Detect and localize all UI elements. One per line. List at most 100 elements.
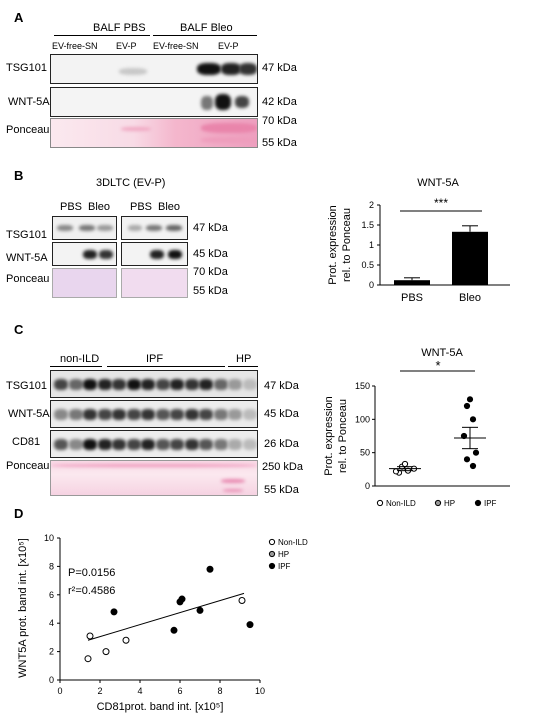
chart-b-ytick-label: 1 xyxy=(369,240,374,250)
chart-c-ytick-label: 150 xyxy=(355,381,370,391)
panel-c-wnt5a-blot xyxy=(50,400,258,428)
panel-d-correlation-plot: 0 2 4 6 8 10 0 2 4 6 8 10 CD81prot. band int. [x10⁵]… xyxy=(17,533,308,713)
chart-d-point xyxy=(86,632,94,640)
panel-c-group2: IPF xyxy=(146,353,164,365)
chart-d-point xyxy=(110,608,118,616)
chart-d-ylabel: WNT5A prot. band int. [x10⁵] xyxy=(17,538,29,678)
panel-b-tsg101-blot-right xyxy=(121,216,188,240)
chart-c-legend-label: IPF xyxy=(484,499,497,508)
panel-b-bar-chart: WNT-5A Prot. expression rel. to Ponceau 0 0.… xyxy=(327,177,510,304)
chart-d-legend-marker xyxy=(268,538,276,546)
chart-d-legend-label: Non-ILD xyxy=(278,538,308,547)
chart-b-bar xyxy=(394,280,430,285)
panel-b-ponceau-blot-left xyxy=(52,268,117,298)
panel-b-title: 3DLTC (EV-P) xyxy=(96,177,166,189)
panel-b-mw1: 47 kDa xyxy=(193,222,228,234)
chart-b-bar xyxy=(452,231,488,285)
chart-b-ytick-label: 1.5 xyxy=(361,220,374,230)
chart-d-legend-label: IPF xyxy=(278,562,291,571)
chart-c-point xyxy=(469,416,477,423)
panel-c-group2-line xyxy=(107,366,225,367)
panel-d-letter: D xyxy=(14,506,24,521)
chart-d-xtick-label: 4 xyxy=(137,686,142,696)
chart-b-ylabel-line2: rel. to Ponceau xyxy=(341,208,353,282)
chart-c-ytick-label: 100 xyxy=(355,414,370,424)
panel-a-sub1: EV-free-SN xyxy=(52,41,98,51)
panel-b-lane3: PBS xyxy=(130,201,153,213)
chart-c-ylabel-line2: rel. to Ponceau xyxy=(337,399,349,473)
chart-c-ytick-label: 0 xyxy=(365,481,370,491)
panel-b-row2-label: WNT-5A xyxy=(6,252,48,264)
chart-d-ytick-label: 8 xyxy=(49,561,54,571)
chart-d-legend-marker xyxy=(268,562,276,570)
panel-c-tsg101-blot xyxy=(50,370,258,398)
chart-d-legend-marker xyxy=(268,550,276,558)
panel-b-ponceau-blot-right xyxy=(121,268,188,298)
chart-d-xtick-label: 8 xyxy=(217,686,222,696)
panel-b-mw2: 45 kDa xyxy=(193,248,228,260)
chart-c-legend-marker xyxy=(434,499,442,507)
chart-d-point xyxy=(246,621,254,629)
chart-d-xtick-label: 6 xyxy=(177,686,182,696)
chart-c-legend-label: Non-ILD xyxy=(386,499,416,508)
panel-b-letter: B xyxy=(14,168,24,183)
panel-b-mw3a: 70 kDa xyxy=(193,266,228,278)
panel-c-mw4b: 55 kDa xyxy=(264,484,299,496)
panel-a-mw3b: 55 kDa xyxy=(262,137,297,149)
chart-c-significance: * xyxy=(435,358,440,373)
chart-c-legend-marker xyxy=(376,499,384,507)
panel-b-mw3b: 55 kDa xyxy=(193,285,228,297)
chart-d-fit-line xyxy=(87,592,245,641)
panel-a-row2-label: WNT-5A xyxy=(8,96,50,108)
panel-c-group1: non-ILD xyxy=(60,353,100,365)
chart-c-point xyxy=(460,432,468,440)
panel-b-lane4: Bleo xyxy=(158,201,181,213)
panel-b-lane1: PBS xyxy=(60,201,83,213)
chart-d-point xyxy=(196,606,204,614)
chart-b-category-label: PBS xyxy=(401,292,423,304)
panel-c-row1-label: TSG101 xyxy=(6,380,47,392)
panel-c-mw3: 26 kDa xyxy=(264,438,299,450)
panel-c-group1-line xyxy=(50,366,102,367)
panel-b-wnt5a-blot-right xyxy=(121,242,188,266)
chart-d-point xyxy=(178,595,186,603)
panel-c-mw2: 45 kDa xyxy=(264,408,299,420)
panel-c-row3-label: CD81 xyxy=(12,436,41,448)
panel-a-mw3a: 70 kDa xyxy=(262,115,297,127)
panel-c-cd81-blot xyxy=(50,430,258,458)
panel-a-ponceau-blot xyxy=(50,118,258,148)
chart-d-ytick-label: 0 xyxy=(49,675,54,685)
panel-c-ponceau-blot xyxy=(50,460,258,496)
chart-c-point xyxy=(469,462,477,470)
chart-d-legend-label: HP xyxy=(278,550,289,559)
panel-a-row3-label: Ponceau xyxy=(6,124,50,136)
chart-c-legend-marker xyxy=(474,499,482,507)
chart-d-ytick-label: 10 xyxy=(44,533,54,543)
chart-c-legend-label: HP xyxy=(444,499,455,508)
chart-c-ylabel-line1: Prot. expression xyxy=(323,396,335,475)
panel-a-sub2: EV-P xyxy=(116,41,137,51)
panel-c-row2-label: WNT-5A xyxy=(8,408,50,420)
panel-a-letter: A xyxy=(14,10,24,25)
panel-a-row1-label: TSG101 xyxy=(6,62,47,74)
chart-d-point xyxy=(84,655,92,663)
chart-d-p-value: P=0.0156 xyxy=(68,567,115,579)
panel-a-sub3: EV-free-SN xyxy=(153,41,199,51)
chart-d-xtick-label: 2 xyxy=(97,686,102,696)
chart-d-ytick-label: 6 xyxy=(49,590,54,600)
chart-b-ytick-label: 0 xyxy=(369,280,374,290)
chart-d-xtick-label: 0 xyxy=(57,686,62,696)
chart-d-point xyxy=(102,648,110,656)
chart-d-point xyxy=(206,565,214,573)
chart-c-point xyxy=(472,449,480,456)
chart-c-title: WNT-5A xyxy=(421,347,463,359)
panel-b-lane2: Bleo xyxy=(88,201,111,213)
chart-d-xtick-label: 10 xyxy=(255,686,265,696)
chart-c-point xyxy=(463,402,471,410)
chart-d-point xyxy=(238,596,246,604)
panel-c-letter: C xyxy=(14,322,24,337)
chart-c-ytick-label: 50 xyxy=(360,448,370,458)
chart-c-point xyxy=(401,460,409,468)
panel-a-mw2: 42 kDa xyxy=(262,96,297,108)
panel-b-row1-label: TSG101 xyxy=(6,229,47,241)
